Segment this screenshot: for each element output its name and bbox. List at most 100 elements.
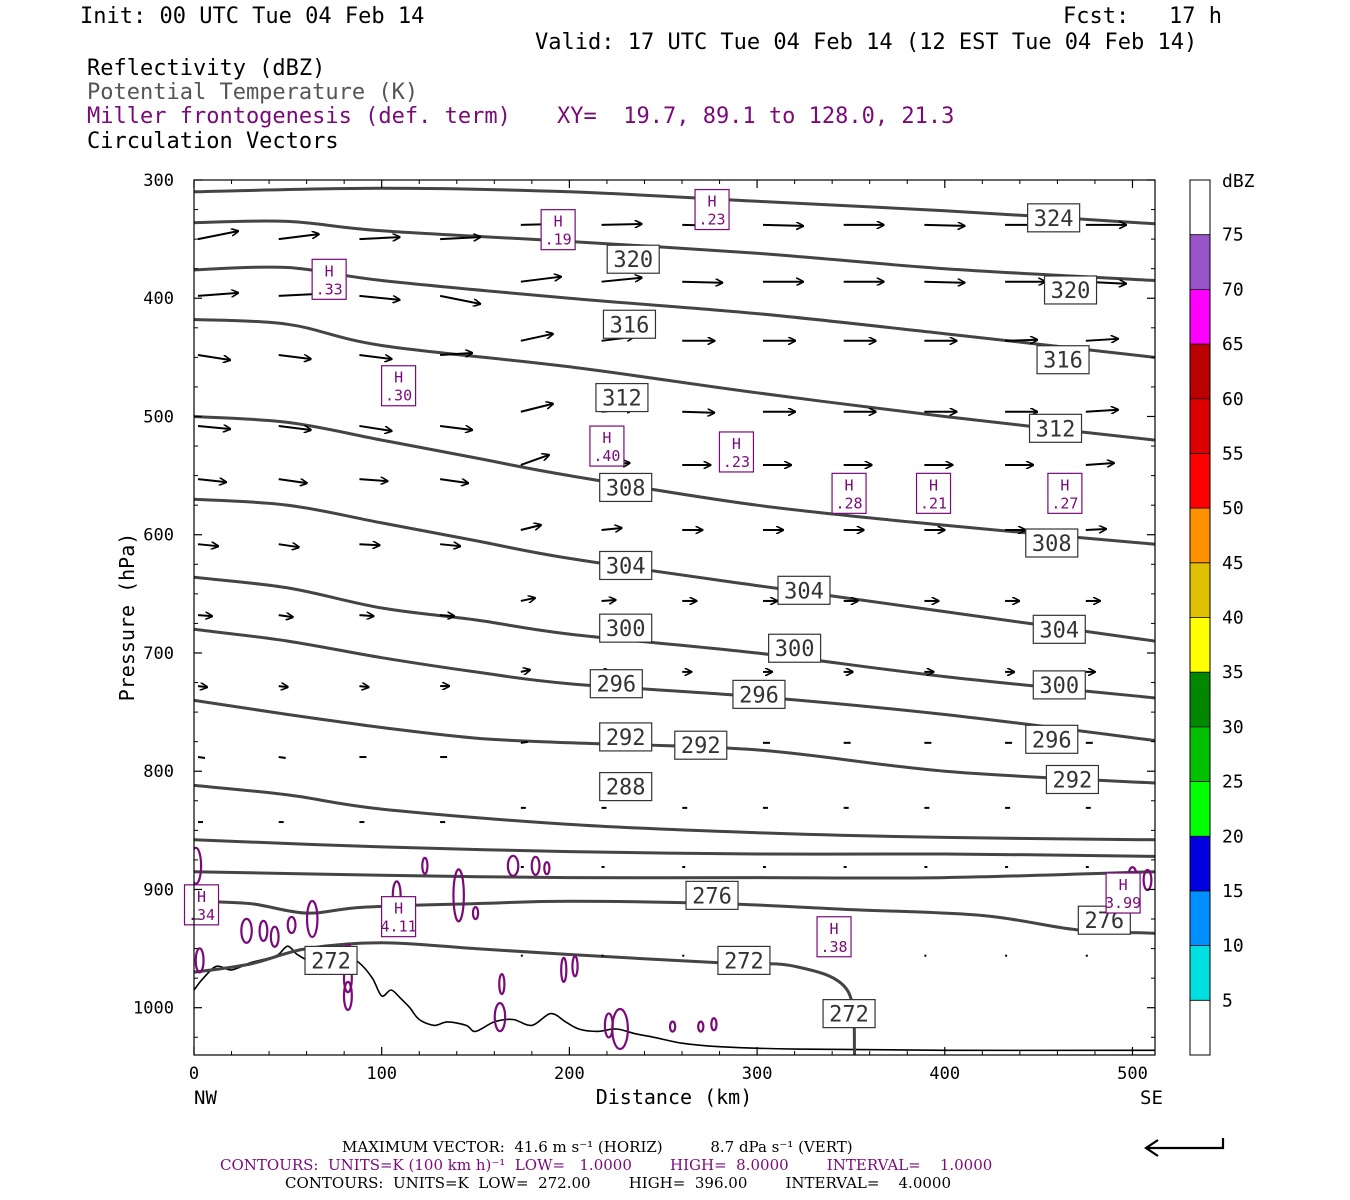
theta-label-296: 296	[739, 683, 779, 708]
theta-label-312: 312	[602, 387, 642, 412]
circulation-vector	[197, 354, 230, 360]
frontogenesis-contour	[697, 1020, 705, 1033]
init-time: Init: 00 UTC Tue 04 Feb 14	[80, 4, 425, 29]
frontogenesis-max-box	[311, 258, 347, 300]
circulation-vector	[359, 237, 399, 239]
circulation-vector	[520, 598, 535, 601]
y-tick-label: 300	[143, 171, 174, 191]
frontogenesis-max-marker: H	[929, 476, 938, 494]
circulation-vector	[601, 224, 642, 225]
x-tick-label: 500	[1117, 1064, 1148, 1084]
frontogenesis-max-value: .34	[188, 906, 215, 924]
frontogenesis-max-box	[1105, 872, 1141, 914]
theta-label-272: 272	[829, 1003, 869, 1028]
frontogenesis-contour	[668, 1020, 677, 1033]
theta-contour-316	[194, 265, 1155, 359]
theta-label-296: 296	[596, 673, 636, 698]
theta-label-320: 320	[613, 248, 653, 273]
frontogenesis-contour	[493, 1002, 507, 1033]
frontogenesis-max-marker: H	[1060, 476, 1069, 494]
theta-label-box	[599, 722, 653, 752]
circulation-vector	[359, 686, 368, 687]
frontogenesis-max-marker: H	[394, 369, 403, 387]
theta-label-288: 288	[606, 776, 646, 801]
frontogenesis-contour	[498, 972, 506, 996]
frontogenesis-max-box	[816, 916, 852, 958]
frontogenesis-max-marker: H	[325, 262, 334, 280]
colorbar-tick-label: 5	[1222, 990, 1233, 1011]
theta-label-292: 292	[681, 734, 721, 759]
colorbar-tick-label: 50	[1222, 498, 1244, 519]
circulation-vector	[359, 544, 379, 545]
colorbar-tick-label: 30	[1222, 717, 1244, 738]
circulation-vector	[520, 277, 561, 283]
frontogenesis-contour	[543, 861, 551, 876]
y-tick-label: 500	[143, 407, 174, 427]
colorbar-swatch	[1190, 617, 1210, 673]
field-frontogenesis-label: Miller frontogenesis (def. term)	[87, 104, 511, 129]
theta-label-box	[599, 472, 653, 503]
x-tick-label: 400	[929, 1064, 960, 1084]
x-axis-left-end-label: NW	[194, 1087, 217, 1109]
frontogenesis-max-marker: H	[708, 193, 717, 211]
frontogenesis-contour	[710, 1017, 718, 1032]
colorbar-tick-label: 15	[1222, 881, 1244, 902]
frontogenesis-contour	[194, 947, 205, 974]
theta-label-300: 300	[775, 637, 815, 662]
frontogenesis-max-box	[183, 884, 220, 926]
colorbar-swatch	[1190, 945, 1210, 1001]
circulation-vector	[197, 479, 226, 482]
theta-label-box	[717, 945, 771, 976]
theta-contour-280	[194, 870, 1155, 880]
theta-label-box	[1028, 413, 1083, 443]
circulation-vector	[359, 294, 399, 300]
frontogenesis-max-value: .30	[385, 387, 412, 405]
frontogenesis-max-box	[915, 472, 952, 514]
theta-label-box	[1025, 724, 1079, 754]
frontogenesis-contour	[471, 906, 480, 921]
circulation-vector	[1085, 339, 1118, 341]
frontogenesis-max-marker: H	[830, 920, 839, 938]
frontogenesis-max-value: .21	[920, 494, 947, 512]
circulation-vector	[1085, 463, 1114, 465]
circulation-vector	[278, 686, 288, 687]
field-reflectivity-label: Reflectivity (dBZ)	[87, 56, 326, 81]
colorbar-swatch	[1190, 781, 1210, 837]
theta-label-box	[595, 382, 649, 413]
circulation-vector	[278, 354, 311, 359]
theta-contour-272	[194, 941, 857, 1055]
theta-contour-info: CONTOURS: UNITS=K LOW= 272.00 HIGH= 396.…	[285, 1174, 951, 1192]
x-axis-title: Distance (km)	[596, 1085, 753, 1109]
colorbar-tick-label: 45	[1222, 553, 1244, 574]
theta-label-box	[1025, 528, 1079, 558]
theta-label-292: 292	[606, 726, 646, 751]
frontogenesis-contour	[269, 925, 280, 948]
reference-vector-icon	[1144, 1138, 1225, 1157]
circulation-vector	[278, 424, 311, 430]
theta-label-box	[685, 880, 739, 910]
frontogenesis-contour	[603, 1012, 614, 1039]
theta-label-304: 304	[1039, 618, 1079, 643]
theta-label-box	[768, 633, 822, 663]
circulation-vector	[278, 478, 307, 483]
circulation-vector	[440, 615, 454, 616]
frontogenesis-max-value: .38	[820, 938, 847, 956]
circulation-vector	[197, 544, 218, 546]
theta-label-320: 320	[1051, 279, 1091, 304]
colorbar-swatch	[1190, 890, 1210, 946]
theta-contour-284	[194, 838, 1155, 858]
circulation-vector	[601, 278, 642, 283]
circulation-vector	[278, 544, 299, 547]
frontogenesis-max-value: .19	[545, 231, 572, 249]
colorbar-swatch	[1190, 289, 1210, 345]
circulation-vector	[197, 615, 212, 616]
frontogenesis-max-value: .23	[698, 211, 725, 229]
maximum-vector-text: MAXIMUM VECTOR: 41.6 m s⁻¹ (HORIZ) 8.7 d…	[342, 1138, 853, 1156]
circulation-vector	[359, 424, 391, 431]
colorbar-title: dBZ	[1222, 171, 1255, 192]
colorbar-swatch	[1190, 508, 1210, 563]
theta-label-308: 308	[1032, 532, 1072, 557]
circulation-vector	[278, 234, 319, 241]
circulation-vector	[682, 282, 722, 283]
theta-label-300: 300	[606, 617, 646, 642]
